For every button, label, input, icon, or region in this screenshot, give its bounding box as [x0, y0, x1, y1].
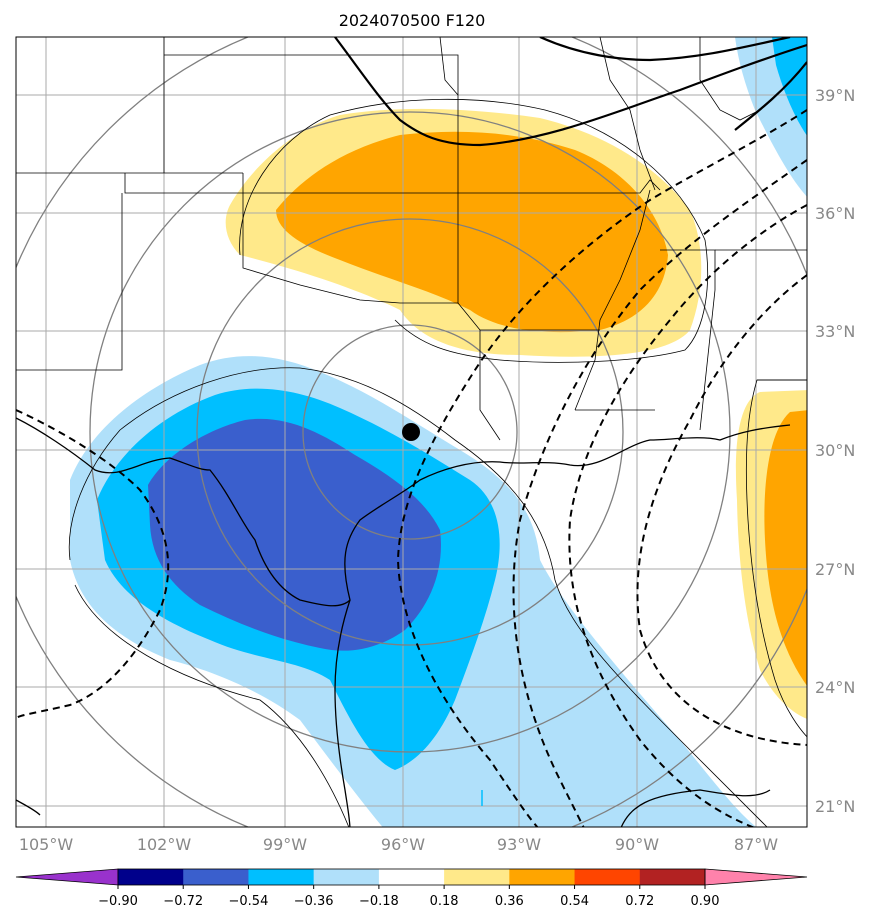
colorbar-frame	[117, 868, 706, 886]
state-borders	[16, 37, 807, 441]
colorbar-segment	[183, 869, 249, 885]
lat-label: 21°N	[815, 797, 855, 816]
colorbar-tick-label: −0.36	[294, 894, 334, 909]
colorbar-segment	[378, 869, 445, 885]
thin-contour-neg-2	[74, 584, 350, 827]
colorbar-tick-label: 0.72	[625, 894, 654, 909]
lat-labels: 39°N 36°N 33°N 30°N 27°N 24°N 21°N	[815, 86, 855, 816]
lon-label: 90°W	[615, 835, 659, 854]
solid-contour-3	[734, 61, 807, 131]
lat-label: 24°N	[815, 678, 855, 697]
colorbar-segment	[313, 869, 380, 885]
thin-contour-pos	[239, 98, 709, 363]
anomaly-east-neg-mid	[772, 37, 807, 136]
colorbar-extend-low	[15, 868, 119, 886]
lat-label: 33°N	[815, 322, 855, 341]
lon-label: 93°W	[497, 835, 541, 854]
storm-center-marker	[402, 423, 420, 441]
colorbar-tick-label: 0.36	[495, 894, 524, 909]
colorbar-tick-label: 0.54	[560, 894, 589, 909]
lat-label: 30°N	[815, 441, 855, 460]
colorbar-segment	[118, 869, 184, 885]
lon-label: 105°W	[19, 835, 74, 854]
colorbar-tick-label: −0.54	[229, 894, 269, 909]
colorbar-tick-label: −0.72	[163, 894, 203, 909]
map-frame	[15, 36, 808, 828]
lon-label: 96°W	[381, 835, 425, 854]
colorbar-tick-label: −0.18	[359, 894, 399, 909]
anomaly-neg-strong	[148, 418, 441, 651]
solid-contour-2	[539, 37, 791, 62]
figure-title: 2024070500 F120	[339, 11, 486, 30]
lon-label: 87°W	[734, 835, 778, 854]
thin-contour-east	[745, 379, 807, 738]
lat-label: 39°N	[815, 86, 855, 105]
colorbar-segment	[444, 869, 510, 885]
anomaly-pos-mid	[276, 131, 668, 333]
colorbar-tick-label: −0.90	[98, 894, 138, 909]
colorbar-segment	[639, 869, 706, 885]
colorbar-tick-label: 0.18	[430, 894, 459, 909]
colorbar: −0.90 −0.72 −0.54 −0.36 −0.18 0.18 0.36 0.54 0.7…	[15, 868, 808, 909]
solid-contour	[334, 37, 807, 147]
colorbar-segment	[509, 869, 576, 885]
range-rings	[16, 37, 807, 827]
coastline	[16, 417, 791, 827]
colorbar-segment	[248, 869, 315, 885]
dashed-contours	[16, 109, 807, 827]
thin-contour-neg	[68, 367, 768, 827]
colorbar-tick-label: 0.90	[691, 894, 720, 909]
lon-labels: 105°W 102°W 99°W 96°W 93°W 90°W 87°W	[19, 835, 778, 854]
lon-label: 102°W	[137, 835, 192, 854]
colorbar-segment	[574, 869, 641, 885]
anomaly-east-pos-mid	[764, 410, 807, 686]
map-area	[16, 37, 807, 827]
lon-label: 99°W	[263, 835, 307, 854]
lat-label: 27°N	[815, 560, 855, 579]
colorbar-extend-high	[704, 868, 808, 886]
lat-label: 36°N	[815, 204, 855, 223]
